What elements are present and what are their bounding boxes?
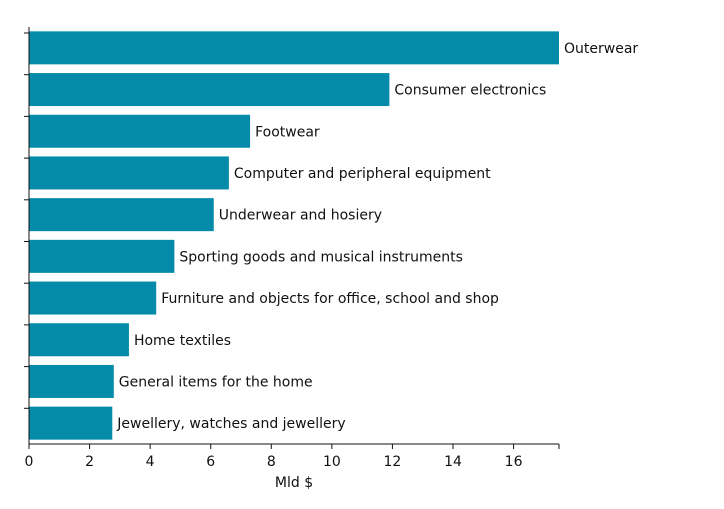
- bar: [29, 364, 114, 398]
- y-axis: [24, 27, 30, 444]
- bar: [29, 281, 157, 315]
- x-tick-label: 12: [384, 454, 402, 470]
- x-axis: 0 2 4 6 8 10 12 14 16: [25, 443, 560, 470]
- bar-label: Outerwear: [564, 41, 638, 57]
- bar-label: General items for the home: [119, 374, 313, 390]
- x-tick-label: 10: [323, 454, 341, 470]
- bar-label: Underwear and hosiery: [219, 208, 382, 224]
- bar-label: Footwear: [255, 124, 320, 140]
- x-tick-label: 14: [444, 454, 462, 470]
- x-tick-label: 2: [85, 454, 94, 470]
- x-tick-label: 0: [25, 454, 34, 470]
- bar: [29, 323, 129, 357]
- bar-labels-group: Outerwear Consumer electronics Footwear Com…: [116, 41, 638, 432]
- bar: [29, 239, 175, 273]
- x-tick-label: 6: [206, 454, 215, 470]
- bar-label: Jewellery, watches and jewellery: [116, 416, 345, 432]
- x-tick-label: 4: [146, 454, 155, 470]
- x-tick-label: 8: [267, 454, 276, 470]
- bar: [29, 31, 559, 65]
- x-axis-title: Mld $: [275, 475, 313, 491]
- bar-label: Computer and peripheral equipment: [234, 166, 491, 182]
- bars-group: [29, 31, 559, 440]
- bar: [29, 73, 390, 107]
- bar-label: Consumer electronics: [394, 83, 546, 99]
- bar: [29, 406, 113, 440]
- x-tick-label: 16: [505, 454, 523, 470]
- bar-label: Sporting goods and musical instruments: [179, 249, 463, 265]
- bar-label: Furniture and objects for office, school…: [161, 291, 499, 307]
- bar-label: Home textiles: [134, 333, 231, 349]
- bar: [29, 198, 214, 232]
- bar: [29, 114, 251, 148]
- bar: [29, 156, 229, 190]
